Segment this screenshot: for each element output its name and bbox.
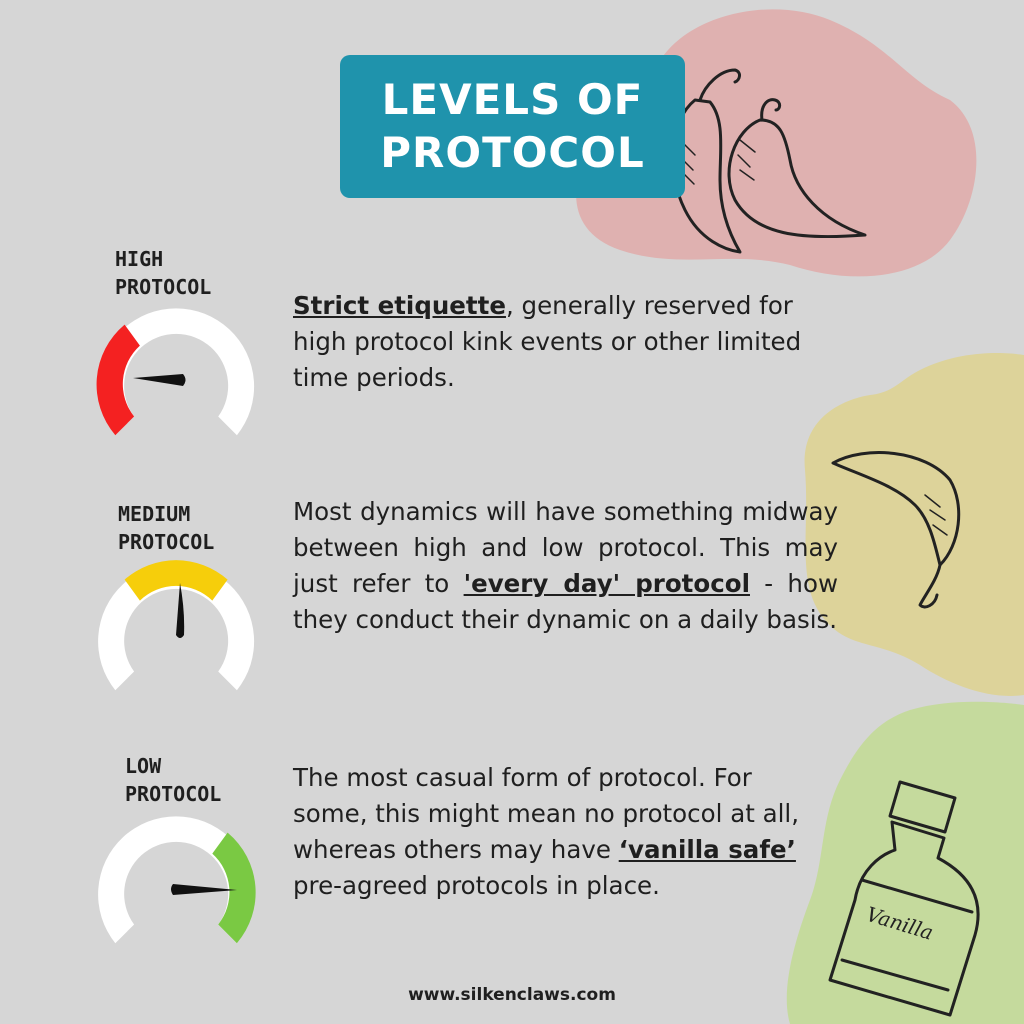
medium-desc-bold: 'every day' protocol <box>463 569 750 598</box>
low-protocol-description: The most casual form of protocol. For so… <box>293 760 828 904</box>
low-label-line-1: LOW <box>125 754 162 778</box>
medium-label-line-1: MEDIUM <box>118 502 191 526</box>
high-label-line-1: HIGH <box>115 247 164 271</box>
high-gauge-needle <box>133 374 186 386</box>
high-desc-text: , generally reserved for high protocol k… <box>293 291 802 392</box>
low-gauge-needle <box>171 884 237 895</box>
medium-desc-text: Most dynamics will have something midway… <box>293 497 838 598</box>
low-desc-bold: ‘vanilla safe’ <box>618 835 796 864</box>
medium-gauge-needle <box>176 583 185 638</box>
low-protocol-label: LOW PROTOCOL <box>125 752 221 808</box>
low-desc-text-end: pre-agreed protocols in place. <box>293 871 660 900</box>
medium-desc-text-end: - how they conduct their dynamic on a da… <box>293 569 838 634</box>
low-protocol-gauge <box>98 816 256 944</box>
green-blob <box>786 701 1024 1024</box>
chili-pepper-icon <box>831 451 961 609</box>
high-protocol-label: HIGH PROTOCOL <box>115 245 211 301</box>
yellow-blob <box>804 353 1024 696</box>
high-protocol-gauge <box>96 308 255 436</box>
bottle-label: Vanilla <box>864 902 937 945</box>
title-line-2: PROTOCOL <box>380 127 645 177</box>
vanilla-bottle-icon: Vanilla <box>828 780 980 1017</box>
high-desc-bold: Strict etiquette <box>293 291 506 320</box>
high-protocol-description: Strict etiquette, generally reserved for… <box>293 288 833 396</box>
low-label-line-2: PROTOCOL <box>125 782 222 806</box>
medium-protocol-label: MEDIUM PROTOCOL <box>118 500 214 556</box>
high-label-line-2: PROTOCOL <box>115 275 212 299</box>
medium-label-line-2: PROTOCOL <box>118 530 215 554</box>
title-line-1: LEVELS OF <box>381 75 644 124</box>
footer-url: www.silkenclaws.com <box>408 985 616 1005</box>
medium-protocol-description: Most dynamics will have something midway… <box>293 494 838 638</box>
medium-protocol-gauge <box>98 560 255 691</box>
title-banner: LEVELS OF PROTOCOL <box>340 55 685 198</box>
low-desc-text: The most casual form of protocol. For so… <box>293 763 800 864</box>
